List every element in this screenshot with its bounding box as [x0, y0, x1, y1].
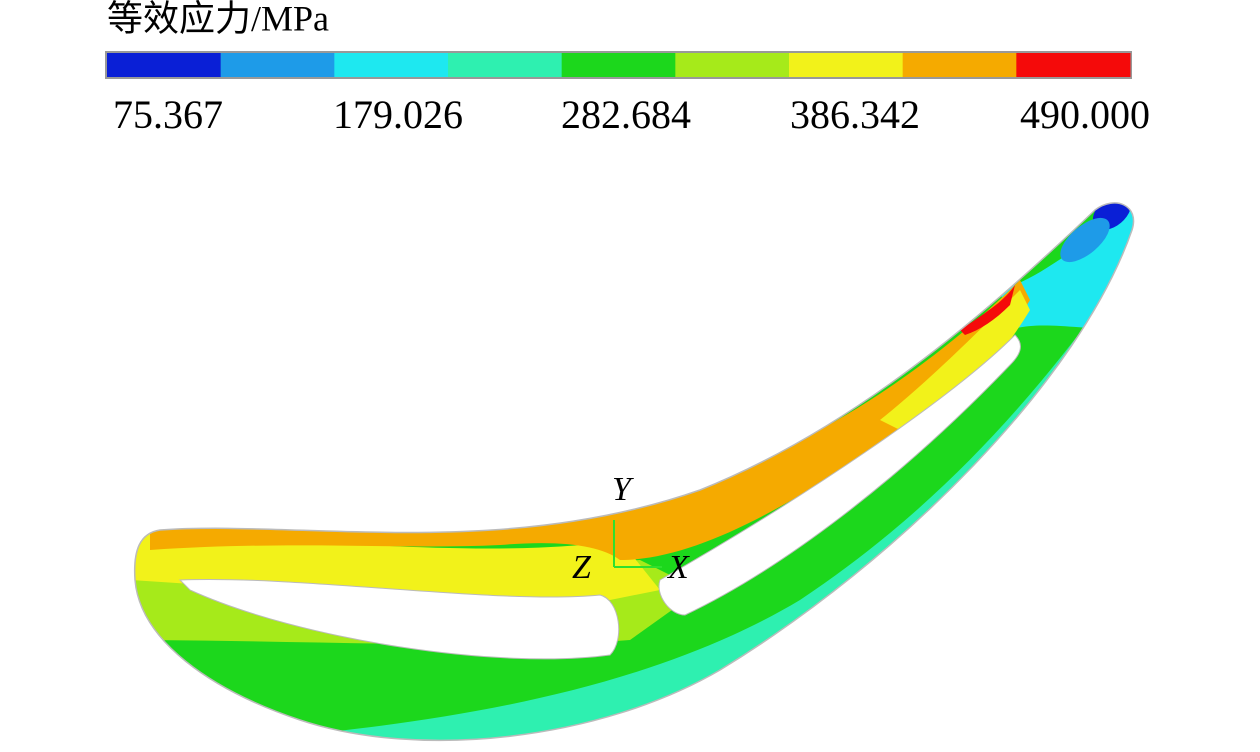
coordinate-axes: Y Z X: [572, 471, 690, 586]
axis-x-label: X: [666, 549, 690, 586]
legend-swatch: [1016, 53, 1131, 77]
axis-y-label: Y: [612, 471, 634, 508]
axis-z-label: Z: [572, 549, 592, 586]
legend-swatch: [902, 53, 1017, 77]
legend-tick-label: 282.684: [561, 92, 691, 137]
legend-swatch: [448, 53, 563, 77]
region-blue-light: [1060, 217, 1110, 263]
cavity-right: [658, 334, 1021, 616]
legend-tick-label: 490.000: [1020, 92, 1150, 137]
region-yellow-tip: [880, 290, 1030, 440]
legend-swatch: [220, 53, 335, 77]
legend-swatch: [675, 53, 790, 77]
legend-swatch: [334, 53, 449, 77]
region-red: [960, 285, 1015, 335]
blade-outline: [133, 202, 1135, 742]
legend-bar: [105, 51, 1132, 79]
legend-swatch: [107, 53, 222, 77]
legend-tick-label: 179.026: [333, 92, 463, 137]
region-orange: [150, 280, 1030, 560]
legend-ticks: 75.367 179.026 282.684 386.342 490.000: [113, 92, 1150, 137]
legend-swatch: [561, 53, 676, 77]
blade: [133, 202, 1135, 742]
legend-title: 等效应力/MPa: [107, 0, 329, 38]
legend-swatch: [789, 53, 904, 77]
legend-tick-label: 386.342: [790, 92, 920, 137]
cavity-left: [178, 578, 620, 660]
legend-tick-label: 75.367: [113, 92, 223, 137]
